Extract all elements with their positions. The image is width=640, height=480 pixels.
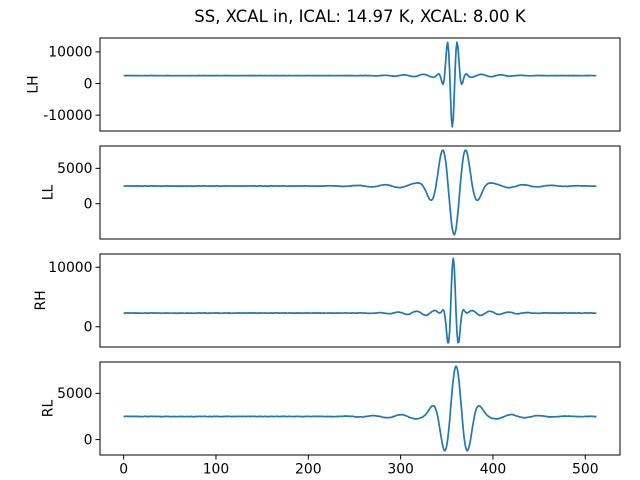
signal-line-rl (123, 365, 597, 452)
axes-frame (99, 361, 621, 456)
chart-title: SS, XCAL in, ICAL: 14.97 K, XCAL: 8.00 K (194, 7, 526, 26)
y-tick-label: -10000 (43, 108, 92, 124)
y-tick-label: 5000 (57, 161, 92, 177)
ylabel-ll: LL (41, 185, 57, 201)
x-tick-label: 500 (572, 462, 599, 478)
subplot-rh: 0 10000 RH (33, 253, 621, 348)
axes-frame (99, 145, 621, 240)
y-tick-label: 10000 (48, 45, 92, 61)
ylabel-rl: RL (41, 400, 57, 418)
x-tick-label: 300 (387, 462, 414, 478)
subplot-lh: -10000 0 10000 LH (25, 37, 621, 132)
ylabel-lh: LH (25, 75, 41, 93)
y-tick-label: 0 (84, 196, 93, 212)
x-tick-label: 400 (480, 462, 507, 478)
y-tick-label: 10000 (48, 260, 92, 276)
signal-line-ll (123, 149, 597, 236)
y-tick-label: 0 (84, 432, 93, 448)
signal-line-rh (123, 257, 597, 344)
ylabel-rh: RH (33, 290, 49, 310)
x-tick-label: 0 (119, 462, 128, 478)
y-tick-label: 5000 (57, 386, 92, 402)
y-tick-label: 0 (84, 76, 93, 92)
axes-frame (99, 253, 621, 348)
signal-line-lh (123, 41, 597, 128)
y-tick-label: 0 (84, 320, 93, 336)
x-tick-label: 100 (203, 462, 230, 478)
axes-frame (99, 37, 621, 132)
x-tick-label: 200 (295, 462, 322, 478)
